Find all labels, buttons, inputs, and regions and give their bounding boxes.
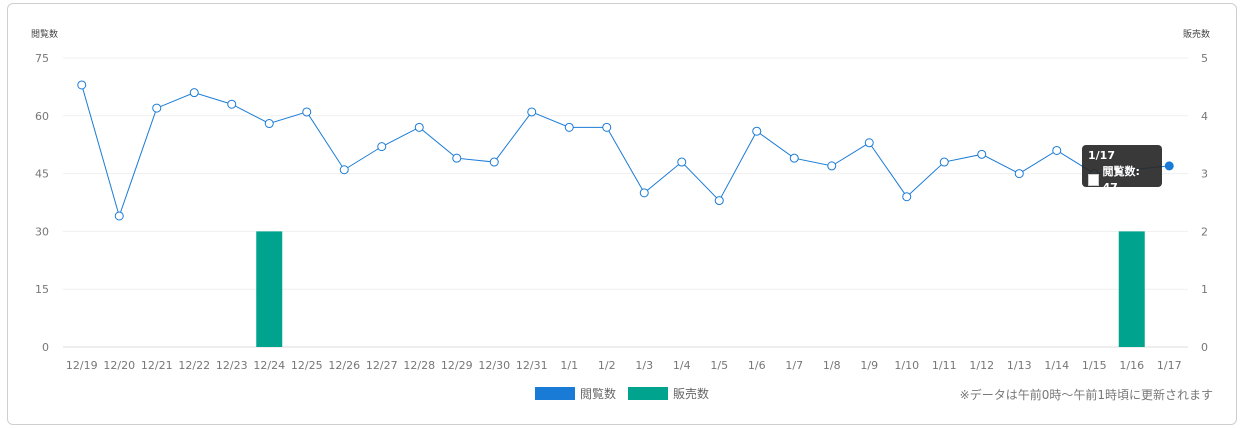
point-views[interactable] bbox=[939, 157, 949, 167]
left-tick-label: 75 bbox=[35, 52, 49, 65]
update-note: ※データは午前0時～午前1時頃に更新されます bbox=[959, 388, 1213, 402]
point-views[interactable] bbox=[152, 103, 162, 113]
x-tick-label: 1/1 bbox=[560, 359, 578, 372]
x-tick-label: 12/25 bbox=[291, 359, 323, 372]
left-tick-label: 15 bbox=[35, 283, 49, 296]
line-series-views bbox=[77, 80, 1174, 221]
x-tick-label: 1/11 bbox=[932, 359, 957, 372]
point-views[interactable] bbox=[789, 153, 799, 163]
point-views[interactable] bbox=[189, 88, 199, 98]
right-tick-label: 1 bbox=[1201, 283, 1208, 296]
tooltip-color-box bbox=[1088, 174, 1100, 186]
point-views[interactable] bbox=[377, 142, 387, 152]
x-tick-label: 1/2 bbox=[598, 359, 616, 372]
point-views[interactable] bbox=[677, 157, 687, 167]
x-tick-label: 12/21 bbox=[141, 359, 173, 372]
legend-swatch-sales bbox=[628, 387, 669, 400]
point-views[interactable] bbox=[1052, 145, 1062, 155]
legend-swatch-views bbox=[535, 387, 575, 400]
x-tick-label: 12/28 bbox=[403, 359, 435, 372]
x-axis-ticks: 12/19 12/20 12/21 12/22 12/23 12/24 12/25 12/26… bbox=[66, 359, 1182, 372]
legend-label-views: 閲覧数 bbox=[580, 387, 617, 401]
left-axis-ticks: 0 15 30 45 60 75 bbox=[35, 52, 49, 354]
point-views[interactable] bbox=[452, 153, 462, 163]
point-views[interactable] bbox=[564, 122, 574, 132]
x-tick-label: 1/10 bbox=[894, 359, 919, 372]
bar-series-sales bbox=[256, 231, 1145, 347]
left-tick-label: 45 bbox=[35, 168, 49, 181]
line-path-views bbox=[81, 84, 1170, 218]
x-tick-label: 1/17 bbox=[1157, 359, 1182, 372]
point-views[interactable] bbox=[1014, 169, 1024, 179]
x-tick-label: 12/24 bbox=[253, 359, 285, 372]
x-tick-label: 1/3 bbox=[635, 359, 653, 372]
left-tick-label: 60 bbox=[35, 110, 49, 123]
x-tick-label: 1/9 bbox=[860, 359, 878, 372]
right-axis-ticks: 0 1 2 3 4 5 bbox=[1201, 52, 1208, 354]
x-tick-label: 12/22 bbox=[178, 359, 210, 372]
point-views[interactable] bbox=[227, 99, 237, 109]
x-tick-label: 12/19 bbox=[66, 359, 98, 372]
point-views[interactable] bbox=[77, 80, 87, 90]
point-views[interactable] bbox=[602, 122, 612, 132]
point-views[interactable] bbox=[827, 161, 837, 171]
bar-sales[interactable] bbox=[1118, 231, 1145, 347]
legend-label-sales: 販売数 bbox=[673, 387, 710, 401]
grid-lines bbox=[63, 57, 1188, 348]
right-tick-label: 4 bbox=[1201, 110, 1208, 123]
point-views[interactable] bbox=[414, 122, 424, 132]
right-tick-label: 3 bbox=[1201, 168, 1208, 181]
left-tick-label: 0 bbox=[42, 341, 49, 354]
legend-item-sales[interactable]: 販売数 bbox=[628, 385, 709, 402]
tooltip-title: 1/17 bbox=[1088, 149, 1115, 162]
x-tick-label: 1/4 bbox=[673, 359, 691, 372]
point-views[interactable] bbox=[339, 165, 349, 175]
x-tick-label: 1/7 bbox=[785, 359, 803, 372]
point-views[interactable] bbox=[864, 138, 874, 148]
x-tick-label: 12/30 bbox=[478, 359, 510, 372]
tooltip-value: 閲覧数: 47 bbox=[1102, 165, 1140, 194]
point-views[interactable] bbox=[714, 196, 724, 206]
x-tick-label: 12/29 bbox=[441, 359, 473, 372]
point-views[interactable] bbox=[639, 188, 649, 198]
x-tick-label: 1/15 bbox=[1082, 359, 1107, 372]
chart-card bbox=[7, 3, 1237, 425]
x-tick-label: 1/8 bbox=[823, 359, 841, 372]
x-tick-label: 1/5 bbox=[710, 359, 728, 372]
point-views[interactable] bbox=[977, 149, 987, 159]
x-tick-label: 12/31 bbox=[516, 359, 548, 372]
x-tick-label: 1/6 bbox=[748, 359, 766, 372]
right-tick-label: 0 bbox=[1201, 341, 1208, 354]
x-tick-label: 1/16 bbox=[1119, 359, 1144, 372]
point-views[interactable] bbox=[752, 126, 762, 136]
right-tick-label: 2 bbox=[1201, 225, 1208, 238]
right-tick-label: 5 bbox=[1201, 52, 1208, 65]
x-tick-label: 12/26 bbox=[328, 359, 360, 372]
x-tick-label: 1/12 bbox=[969, 359, 994, 372]
point-views[interactable] bbox=[264, 119, 274, 129]
right-axis-title: 販売数 bbox=[1183, 28, 1210, 40]
left-axis-title: 閲覧数 bbox=[31, 28, 58, 40]
point-views[interactable] bbox=[902, 192, 912, 202]
x-tick-label: 12/27 bbox=[366, 359, 398, 372]
bar-sales[interactable] bbox=[256, 231, 283, 347]
x-tick-label: 1/13 bbox=[1007, 359, 1032, 372]
tooltip-row: 閲覧数: 47 bbox=[1088, 164, 1156, 196]
point-views[interactable] bbox=[489, 157, 499, 167]
legend-item-views[interactable]: 閲覧数 bbox=[535, 385, 616, 402]
x-tick-label: 1/14 bbox=[1044, 359, 1069, 372]
x-tick-label: 12/20 bbox=[103, 359, 135, 372]
point-views[interactable] bbox=[302, 107, 312, 117]
left-tick-label: 30 bbox=[35, 225, 49, 238]
point-views[interactable] bbox=[1164, 161, 1174, 171]
legend: 閲覧数 販売数 bbox=[535, 385, 713, 402]
x-tick-label: 12/23 bbox=[216, 359, 248, 372]
chart-tooltip: 1/17 閲覧数: 47 bbox=[1082, 145, 1162, 194]
point-views[interactable] bbox=[527, 107, 537, 117]
point-views[interactable] bbox=[114, 211, 124, 221]
